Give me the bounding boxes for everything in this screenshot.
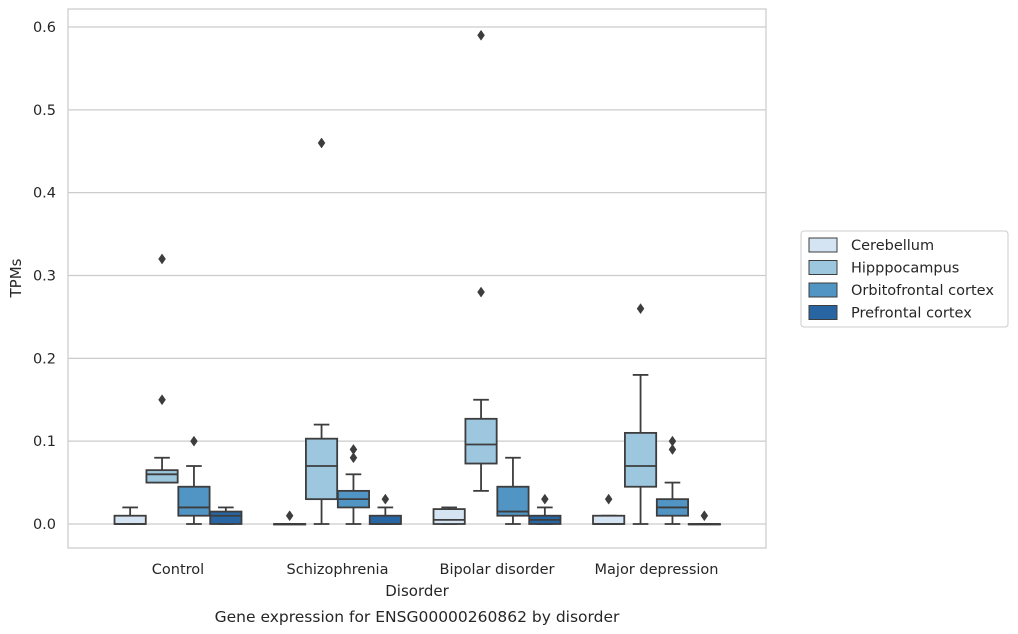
outlier-point [285, 510, 294, 522]
legend-swatch [808, 237, 838, 253]
outlier-point [700, 510, 709, 522]
box-group [273, 510, 307, 526]
box [368, 514, 402, 525]
outlier-point [636, 303, 645, 315]
box-group [305, 137, 339, 525]
box [592, 514, 626, 525]
y-tick-label: 0.1 [33, 434, 56, 450]
box-group [624, 303, 658, 525]
outlier-point [541, 493, 549, 505]
box-group [655, 435, 689, 525]
x-tick-label: Control [152, 562, 204, 578]
legend: Cerebellum Hipppocampus Orbitofrontal cort… [800, 230, 1009, 328]
legend-swatch [808, 260, 838, 275]
x-axis-label: Disorder [385, 582, 449, 600]
outlier-point [477, 286, 485, 298]
outlier-point [668, 444, 677, 455]
legend-frame [800, 230, 1009, 328]
outlier-point [381, 493, 390, 505]
box [145, 469, 179, 484]
legend-label: Cerebellum [851, 238, 934, 254]
y-tick-label: 0.5 [33, 103, 56, 119]
box-group [687, 510, 721, 526]
box [177, 485, 211, 517]
y-tick-label: 0.0 [33, 517, 56, 533]
y-tick-label: 0.6 [33, 20, 56, 36]
box-group [209, 506, 243, 525]
y-tick-labels: 0.0 0.1 0.2 0.3 0.4 0.5 0.6 [33, 20, 56, 533]
y-axis-label: TPMs [7, 258, 25, 298]
y-tick-label: 0.4 [33, 186, 56, 202]
box-group [496, 456, 530, 525]
outlier-point [158, 253, 166, 265]
box-group [336, 444, 370, 525]
plot-area [68, 9, 766, 548]
box-group [592, 493, 626, 525]
outlier-point [317, 137, 326, 149]
y-tick-label: 0.3 [33, 269, 56, 285]
box-group [145, 253, 179, 484]
box [432, 508, 466, 525]
box [113, 514, 147, 525]
legend-label: Orbitofrontal cortex [851, 283, 994, 299]
box-group [464, 29, 498, 492]
outlier-point [190, 435, 198, 447]
box-group [113, 506, 147, 525]
chart-caption: Gene expression for ENSG00000260862 by d… [215, 608, 620, 626]
legend-swatch [808, 305, 838, 320]
box-group [432, 506, 466, 525]
legend-label: Hipppocampus [851, 261, 959, 277]
x-tick-label: Schizophrenia [287, 562, 389, 578]
box-group [177, 435, 211, 525]
box [209, 510, 243, 525]
box-plots [113, 29, 721, 526]
outlier-point [349, 452, 358, 464]
plot-frame [67, 8, 767, 549]
y-tick-label: 0.2 [33, 351, 56, 367]
outlier-point [604, 493, 613, 505]
box [305, 437, 339, 501]
y-grid [68, 26, 766, 525]
legend-swatch [808, 282, 838, 298]
box-group [528, 493, 562, 525]
x-tick-labels: Control Schizophrenia Bipolar disorder Majo… [152, 562, 719, 578]
outlier-point [158, 394, 166, 406]
legend-label: Prefrontal cortex [851, 306, 972, 322]
x-tick-label: Major depression [595, 562, 719, 578]
box [624, 431, 658, 488]
outlier-point [477, 29, 485, 41]
box-group [368, 493, 402, 525]
box [464, 417, 498, 465]
x-tick-label: Bipolar disorder [440, 562, 555, 578]
